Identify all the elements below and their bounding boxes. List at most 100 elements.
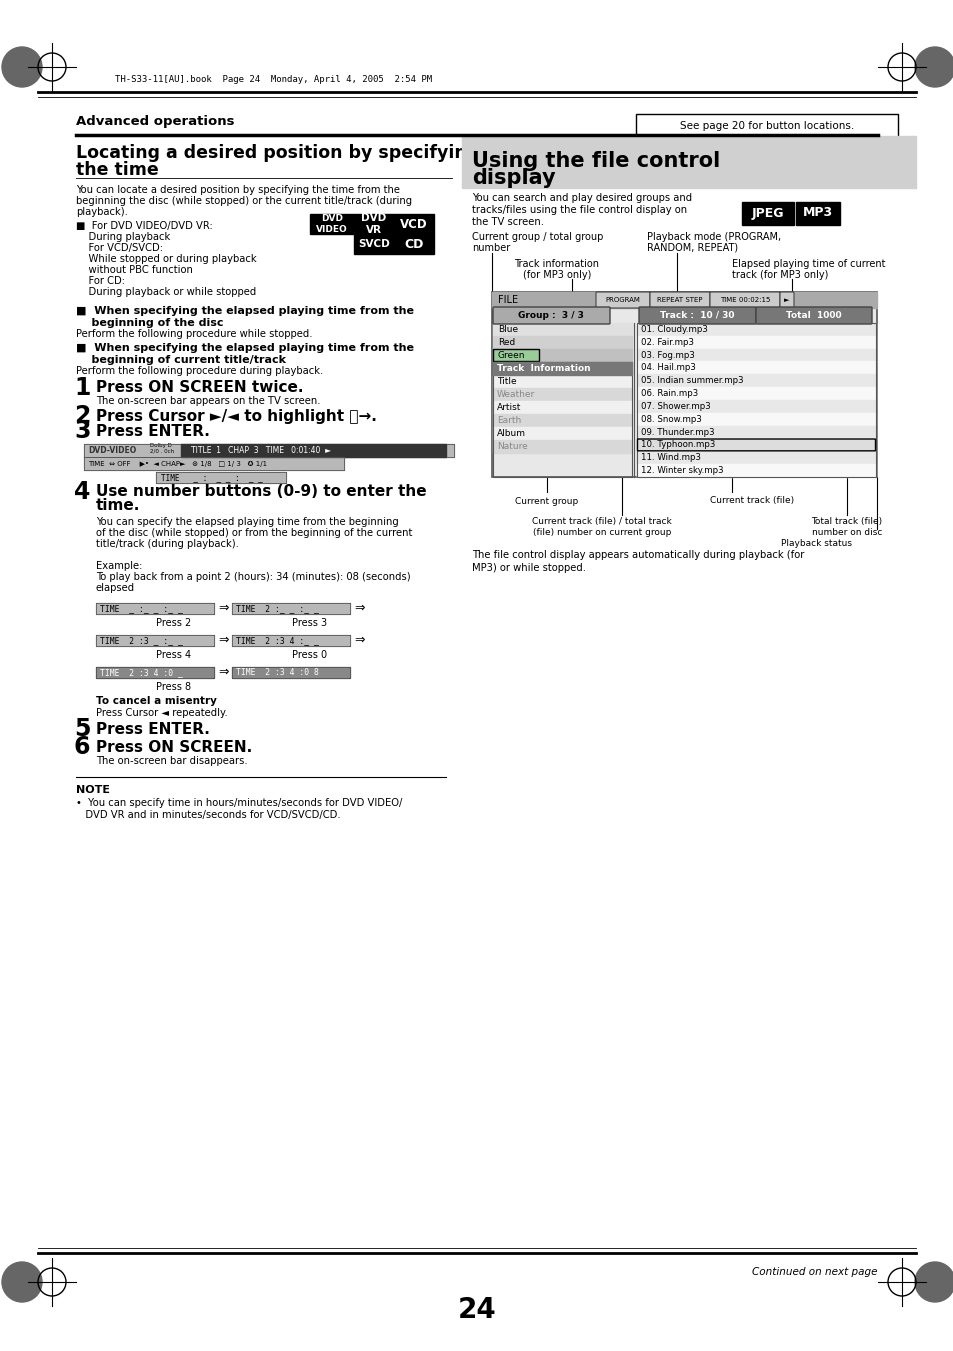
- Bar: [493, 376, 631, 388]
- Text: TIME  2 :3 4 :0 _: TIME 2 :3 4 :0 _: [100, 667, 183, 677]
- Text: Press 2: Press 2: [156, 617, 191, 628]
- Text: beginning of the disc: beginning of the disc: [76, 317, 223, 328]
- Text: ►: ►: [783, 297, 789, 303]
- Text: Press Cursor ►/◄ to highlight ⌛→.: Press Cursor ►/◄ to highlight ⌛→.: [96, 408, 376, 423]
- Text: 12. Winter sky.mp3: 12. Winter sky.mp3: [640, 466, 723, 476]
- Bar: [637, 465, 875, 477]
- Text: beginning of current title/track: beginning of current title/track: [76, 355, 286, 365]
- Text: REPEAT STEP: REPEAT STEP: [657, 297, 702, 303]
- FancyBboxPatch shape: [755, 307, 871, 324]
- Text: ⇒: ⇒: [218, 666, 229, 680]
- Bar: [493, 349, 631, 362]
- Text: DVD VR and in minutes/seconds for VCD/SVCD/CD.: DVD VR and in minutes/seconds for VCD/SV…: [76, 811, 340, 820]
- Bar: [493, 323, 631, 336]
- Text: 08. Snow.mp3: 08. Snow.mp3: [640, 415, 701, 424]
- Text: The file control display appears automatically during playback (for: The file control display appears automat…: [472, 550, 803, 561]
- FancyBboxPatch shape: [493, 350, 539, 362]
- Bar: [461, 136, 915, 188]
- Text: Current track (file): Current track (file): [709, 497, 793, 505]
- Text: 10. Typhoon.mp3: 10. Typhoon.mp3: [640, 440, 715, 450]
- Bar: [637, 451, 875, 465]
- Text: number: number: [472, 243, 510, 253]
- Text: Perform the following procedure during playback.: Perform the following procedure during p…: [76, 366, 323, 376]
- Text: 2: 2: [74, 404, 91, 428]
- Text: time.: time.: [96, 499, 140, 513]
- Bar: [493, 336, 631, 349]
- Text: You can specify the elapsed playing time from the beginning: You can specify the elapsed playing time…: [96, 517, 398, 527]
- Text: Current track (file) / total track
(file) number on current group: Current track (file) / total track (file…: [532, 517, 671, 536]
- Text: TIME  2 :3 4 :_ _: TIME 2 :3 4 :_ _: [235, 636, 318, 644]
- Text: 3: 3: [74, 419, 91, 443]
- Text: MP3) or while stopped.: MP3) or while stopped.: [472, 563, 585, 573]
- Circle shape: [914, 47, 953, 86]
- Bar: [232, 667, 350, 678]
- Text: During playback or while stopped: During playback or while stopped: [76, 286, 256, 297]
- Text: Earth: Earth: [497, 416, 520, 426]
- Text: DVD-VIDEO: DVD-VIDEO: [88, 446, 136, 455]
- Text: 04. Hail.mp3: 04. Hail.mp3: [640, 363, 695, 373]
- Bar: [84, 457, 344, 470]
- Text: Perform the following procedure while stopped.: Perform the following procedure while st…: [76, 330, 313, 339]
- Text: Weather: Weather: [497, 390, 535, 399]
- Bar: [493, 362, 631, 376]
- Text: Press ENTER.: Press ENTER.: [96, 721, 210, 736]
- Text: Total track (file)
number on disc: Total track (file) number on disc: [811, 517, 882, 536]
- Text: Press 0: Press 0: [292, 650, 327, 661]
- Text: Group :  3 / 3: Group : 3 / 3: [517, 311, 583, 320]
- Bar: [492, 292, 876, 308]
- Text: TIME  _ :_ _ :_ _: TIME _ :_ _ :_ _: [100, 604, 183, 613]
- Text: Track  Information: Track Information: [497, 363, 590, 373]
- Text: ⇒: ⇒: [218, 634, 229, 647]
- Text: Artist: Artist: [497, 403, 521, 412]
- Bar: [310, 213, 354, 234]
- Bar: [394, 213, 434, 234]
- Bar: [84, 444, 454, 457]
- Text: 06. Rain.mp3: 06. Rain.mp3: [640, 389, 698, 399]
- FancyBboxPatch shape: [649, 292, 709, 308]
- FancyBboxPatch shape: [637, 439, 875, 451]
- Text: TIME   _ :  _ _ :  _ _: TIME _ : _ _ : _ _: [161, 473, 262, 482]
- FancyBboxPatch shape: [493, 307, 609, 324]
- Text: Press 8: Press 8: [156, 682, 191, 692]
- Text: beginning the disc (while stopped) or the current title/track (during: beginning the disc (while stopped) or th…: [76, 196, 412, 205]
- Bar: [493, 427, 631, 440]
- Text: Nature: Nature: [497, 442, 527, 451]
- Text: TH-S33-11[AU].book  Page 24  Monday, April 4, 2005  2:54 PM: TH-S33-11[AU].book Page 24 Monday, April…: [115, 76, 432, 85]
- Bar: [741, 203, 793, 226]
- Text: the TV screen.: the TV screen.: [472, 218, 543, 227]
- Bar: [354, 213, 394, 234]
- Text: TIME  2 :3 4 :0 8: TIME 2 :3 4 :0 8: [235, 667, 318, 677]
- Text: 03. Fog.mp3: 03. Fog.mp3: [640, 350, 694, 359]
- Text: Title: Title: [497, 377, 517, 386]
- Text: TIME  ⇔ OFF    ▶•  ◄ CHAP►   ⊛ 1/8   □ 1/ 3   ✪ 1/1: TIME ⇔ OFF ▶• ◄ CHAP► ⊛ 1/8 □ 1/ 3 ✪ 1/1: [88, 461, 267, 466]
- Text: Track :  10 / 30: Track : 10 / 30: [659, 311, 734, 320]
- Text: Elapsed playing time of current: Elapsed playing time of current: [731, 259, 884, 269]
- Text: the time: the time: [76, 161, 158, 178]
- Bar: [637, 426, 875, 439]
- Bar: [493, 388, 631, 401]
- Text: elapsed: elapsed: [96, 584, 135, 593]
- Text: To cancel a misentry: To cancel a misentry: [96, 696, 216, 707]
- Text: (for MP3 only): (for MP3 only): [522, 270, 591, 280]
- Bar: [493, 401, 631, 413]
- Text: Locating a desired position by specifying: Locating a desired position by specifyin…: [76, 145, 478, 162]
- Text: Using the file control: Using the file control: [472, 151, 720, 172]
- Text: Track information: Track information: [514, 259, 598, 269]
- Text: FILE: FILE: [497, 295, 517, 305]
- Text: See page 20 for button locations.: See page 20 for button locations.: [679, 122, 853, 131]
- Bar: [492, 292, 876, 477]
- Text: 24: 24: [457, 1296, 496, 1324]
- Bar: [493, 362, 631, 477]
- Bar: [232, 635, 350, 646]
- Text: tracks/files using the file control display on: tracks/files using the file control disp…: [472, 205, 686, 215]
- Bar: [96, 667, 213, 678]
- Text: ■  For DVD VIDEO/DVD VR:: ■ For DVD VIDEO/DVD VR:: [76, 222, 213, 231]
- Bar: [96, 603, 213, 613]
- Text: Red: Red: [497, 338, 515, 347]
- Text: For VCD/SVCD:: For VCD/SVCD:: [76, 243, 163, 253]
- Text: Use number buttons (0-9) to enter the: Use number buttons (0-9) to enter the: [96, 485, 426, 500]
- Text: RANDOM, REPEAT): RANDOM, REPEAT): [646, 243, 738, 253]
- Text: Playback mode (PROGRAM,: Playback mode (PROGRAM,: [646, 232, 781, 242]
- Text: Press 3: Press 3: [292, 617, 327, 628]
- Text: Current group: Current group: [515, 497, 578, 505]
